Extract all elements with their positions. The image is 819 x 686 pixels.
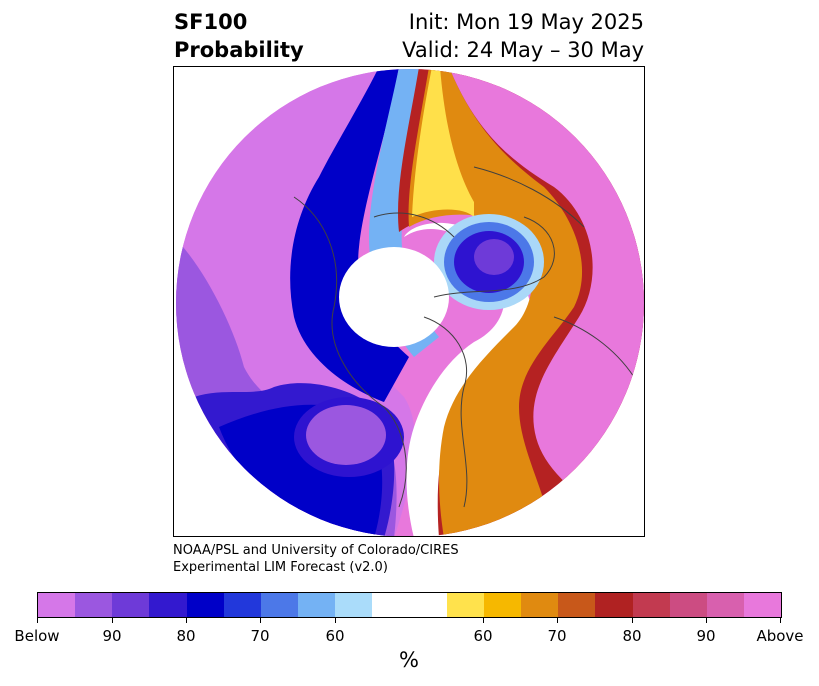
colorbar-segment-14 [558,593,596,617]
colorbar-segment-4 [186,593,224,617]
credit-line2: Experimental LIM Forecast (v2.0) [173,560,388,575]
colorbar-tick-mark [335,618,336,623]
colorbar-segment-18 [706,593,744,617]
colorbar-segment-19 [743,593,782,617]
colorbar-segment-10 [409,593,447,617]
colorbar-segment-11 [446,593,484,617]
field-above-light [412,69,474,217]
valid-range: Valid: 24 May – 30 May [402,38,644,62]
colorbar [37,592,782,618]
colorbar-tick-label: 70 [250,627,270,645]
colorbar-segment-9 [372,593,410,617]
colorbar-tick-label: 60 [473,627,493,645]
field-below-band [290,69,409,402]
low-center [474,239,514,275]
colorbar-segment-8 [335,593,373,617]
colorbar-segment-2 [112,593,150,617]
colorbar-tick-mark [483,618,484,623]
colorbar-segment-17 [669,593,707,617]
colorbar-tick-label: 90 [696,627,716,645]
init-date: Init: Mon 19 May 2025 [408,10,644,34]
credit-line1: NOAA/PSL and University of Colorado/CIRE… [173,543,459,558]
coastlines [293,166,635,508]
colorbar-tick-mark [186,618,187,623]
colorbar-tick-mark [260,618,261,623]
colorbar-tick-mark [780,618,781,623]
colorbar-tick-label: 70 [547,627,567,645]
colorbar-tick-mark [706,618,707,623]
colorbar-tick-label: 80 [176,627,196,645]
colorbar-tick-label: 60 [325,627,345,645]
colorbar-segment-15 [595,593,633,617]
colorbar-tick-label: Above [756,627,804,645]
field-above-extreme-east [449,69,644,536]
title-type: Probability [174,38,304,62]
probability-field [176,69,644,536]
field-below-center [306,405,386,465]
colorbar-tick-mark [632,618,633,623]
colorbar-unit: % [399,648,419,672]
probability-map [173,66,645,537]
forecast-dates: Init: Mon 19 May 2025 Valid: 24 May – 30… [402,8,644,64]
neutral-arctic [339,247,449,347]
colorbar-segment-12 [483,593,522,617]
polar-map-svg [176,69,644,536]
credit-text: NOAA/PSL and University of Colorado/CIRE… [173,542,459,576]
colorbar-segment-7 [298,593,336,617]
colorbar-segment-6 [260,593,299,617]
colorbar-segment-5 [223,593,261,617]
colorbar-segment-3 [149,593,187,617]
colorbar-tick-label: Below [14,627,60,645]
colorbar-segment-13 [521,593,559,617]
colorbar-tick-label: 80 [622,627,642,645]
colorbar-tick-mark [37,618,38,623]
colorbar-tick-mark [557,618,558,623]
colorbar-segment-16 [632,593,670,617]
colorbar-segment-0 [38,593,76,617]
map-title: SF100 Probability [174,8,304,64]
colorbar-tick-mark [112,618,113,623]
colorbar-segment-1 [75,593,113,617]
title-field: SF100 [174,10,248,34]
colorbar-tick-label: 90 [102,627,122,645]
